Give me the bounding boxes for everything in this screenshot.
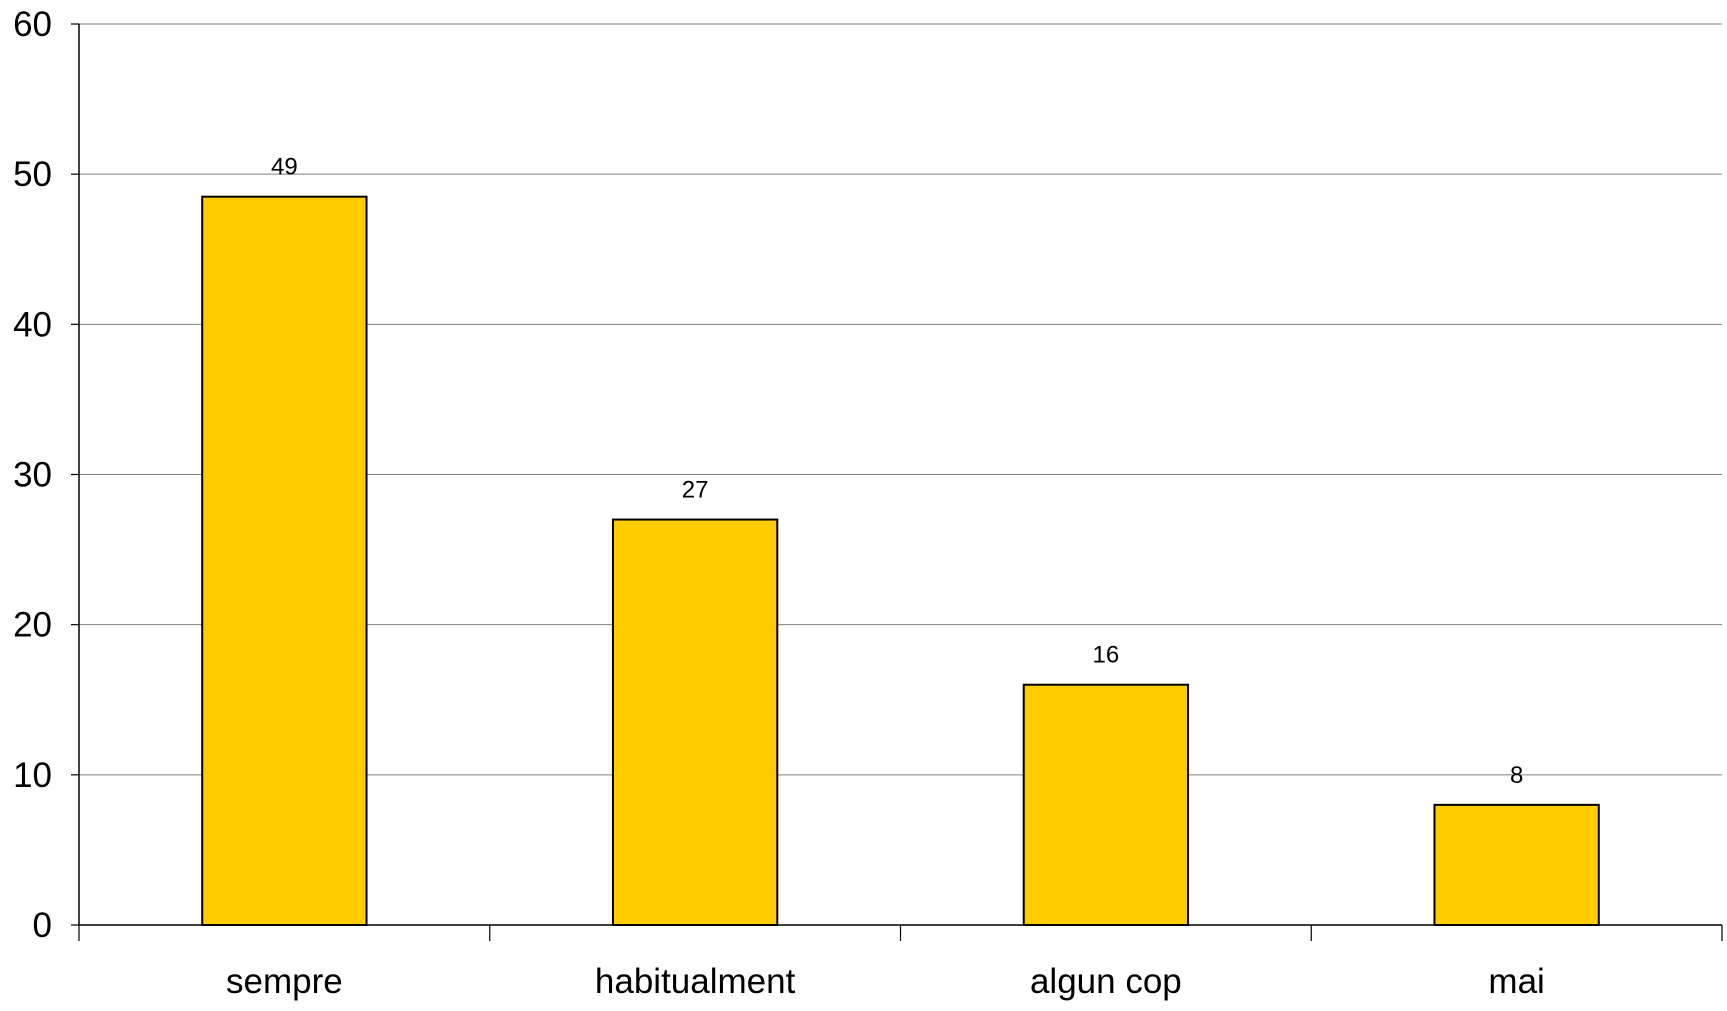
bar-sempre [201, 195, 368, 927]
bar-habitualment [611, 518, 779, 926]
data-label: 27 [682, 477, 709, 504]
data-label: 16 [1093, 642, 1120, 669]
y-tick-label: 20 [13, 606, 52, 645]
data-label: 8 [1510, 762, 1523, 789]
y-tick-label: 60 [13, 5, 52, 44]
bar-mai [1433, 803, 1600, 926]
y-tick-label: 30 [13, 456, 52, 495]
bars [201, 195, 1600, 927]
y-tick-label: 50 [13, 155, 52, 194]
labels: 0 10 20 30 40 50 60 49 sempre 27 habitualment 16 alg… [13, 5, 1545, 1001]
bar-algun-cop [1022, 683, 1190, 926]
x-tick-label: mai [1488, 962, 1544, 1001]
y-tick-label: 40 [13, 305, 52, 344]
y-tick-label: 10 [13, 756, 52, 795]
x-tick-label: sempre [226, 962, 343, 1001]
y-tick-label: 0 [33, 906, 52, 945]
axes [71, 23, 1723, 941]
data-label: 49 [271, 154, 298, 181]
x-tick-label: habitualment [595, 962, 796, 1001]
x-tick-label: algun cop [1030, 962, 1182, 1001]
